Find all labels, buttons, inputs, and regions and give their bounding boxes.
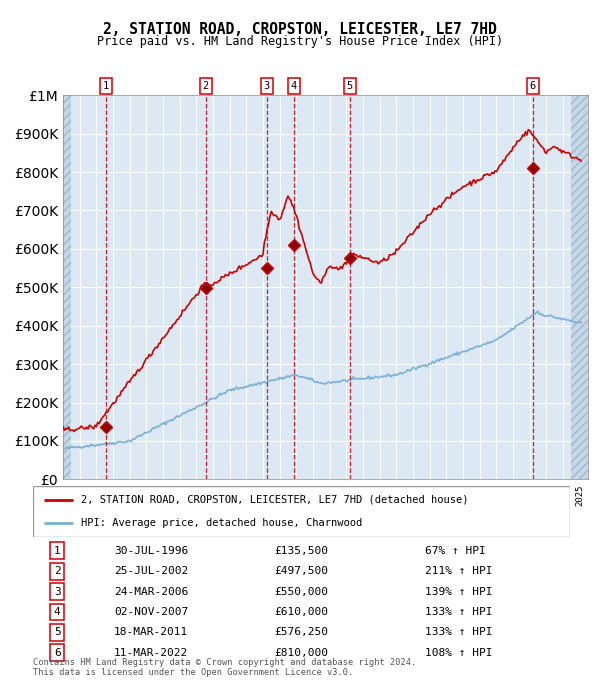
Text: £810,000: £810,000 (275, 648, 329, 658)
Text: 5: 5 (54, 628, 61, 637)
Text: Price paid vs. HM Land Registry's House Price Index (HPI): Price paid vs. HM Land Registry's House … (97, 35, 503, 48)
Text: HPI: Average price, detached house, Charnwood: HPI: Average price, detached house, Char… (82, 518, 362, 528)
Text: 11-MAR-2022: 11-MAR-2022 (114, 648, 188, 658)
Text: 2: 2 (203, 81, 209, 90)
Text: £550,000: £550,000 (275, 587, 329, 596)
Text: 3: 3 (264, 81, 270, 90)
Text: 108% ↑ HPI: 108% ↑ HPI (425, 648, 493, 658)
Text: 5: 5 (347, 81, 353, 90)
Text: 02-NOV-2007: 02-NOV-2007 (114, 607, 188, 617)
Text: 3: 3 (54, 587, 61, 596)
Text: 4: 4 (54, 607, 61, 617)
Text: 18-MAR-2011: 18-MAR-2011 (114, 628, 188, 637)
Text: £610,000: £610,000 (275, 607, 329, 617)
Bar (571, 95, 588, 479)
Text: 2, STATION ROAD, CROPSTON, LEICESTER, LE7 7HD (detached house): 2, STATION ROAD, CROPSTON, LEICESTER, LE… (82, 495, 469, 505)
Text: 30-JUL-1996: 30-JUL-1996 (114, 546, 188, 556)
Text: 139% ↑ HPI: 139% ↑ HPI (425, 587, 493, 596)
FancyBboxPatch shape (33, 486, 570, 537)
Text: £576,250: £576,250 (275, 628, 329, 637)
Text: 211% ↑ HPI: 211% ↑ HPI (425, 566, 493, 576)
Text: Contains HM Land Registry data © Crown copyright and database right 2024.
This d: Contains HM Land Registry data © Crown c… (33, 658, 416, 677)
Text: 6: 6 (54, 648, 61, 658)
Text: 4: 4 (290, 81, 297, 90)
Text: 1: 1 (54, 546, 61, 556)
Text: 25-JUL-2002: 25-JUL-2002 (114, 566, 188, 576)
Text: 2, STATION ROAD, CROPSTON, LEICESTER, LE7 7HD: 2, STATION ROAD, CROPSTON, LEICESTER, LE… (103, 22, 497, 37)
Text: 1: 1 (103, 81, 109, 90)
Text: 6: 6 (530, 81, 536, 90)
Text: 133% ↑ HPI: 133% ↑ HPI (425, 607, 493, 617)
Text: 24-MAR-2006: 24-MAR-2006 (114, 587, 188, 596)
Text: 2: 2 (54, 566, 61, 576)
Text: 67% ↑ HPI: 67% ↑ HPI (425, 546, 486, 556)
Text: £135,500: £135,500 (275, 546, 329, 556)
Bar (63, 95, 71, 479)
Text: £497,500: £497,500 (275, 566, 329, 576)
Text: 133% ↑ HPI: 133% ↑ HPI (425, 628, 493, 637)
